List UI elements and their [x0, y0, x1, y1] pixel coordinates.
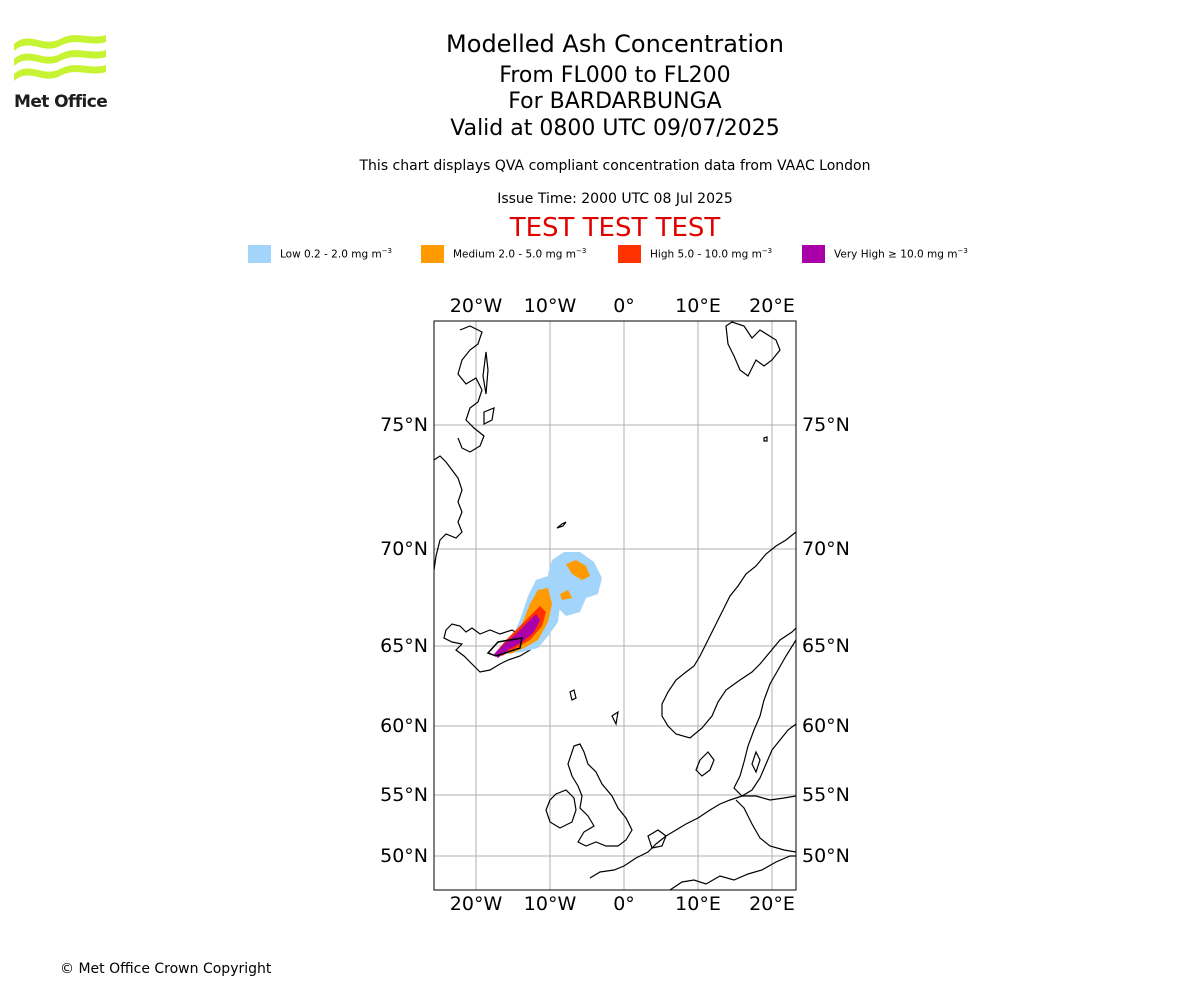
map-frame-background [434, 321, 796, 890]
lat-tick-right-70n: 70°N [802, 538, 850, 560]
legend-label-high: High 5.0 - 10.0 mg m−3 [650, 247, 773, 261]
coastline-iceland [443, 623, 533, 673]
lat-tick-left-65n: 65°N [380, 635, 428, 657]
coastlines [434, 321, 796, 890]
lat-tick-right-55n: 55°N [802, 784, 850, 806]
lat-tick-right-50n: 50°N [802, 845, 850, 867]
lat-tick-right-75n: 75°N [802, 414, 850, 436]
coastline-greenland [434, 455, 463, 571]
met-office-waves-icon [14, 35, 106, 81]
met-office-logo: Met Office [14, 30, 108, 112]
volcano-source-outline [486, 637, 523, 657]
legend-label-medium: Medium 2.0 - 5.0 mg m−3 [453, 247, 587, 261]
legend-item-very-high: Very High ≥ 10.0 mg m−3 [802, 244, 968, 264]
lat-tick-right-65n: 65°N [802, 635, 850, 657]
lat-tick-left-55n: 55°N [380, 784, 428, 806]
coastline-great-britain [567, 743, 633, 847]
lon-tick-bottom-10e: 10°E [675, 893, 721, 915]
lon-tick-top-0: 0° [613, 295, 635, 317]
map-border [433, 320, 797, 891]
legend-item-low: Low 0.2 - 2.0 mg m−3 [248, 244, 392, 264]
lon-tick-top-10e: 10°E [675, 295, 721, 317]
lat-tick-left-70n: 70°N [380, 538, 428, 560]
legend-label-very-high: Very High ≥ 10.0 mg m−3 [834, 247, 968, 261]
lat-tick-right-60n: 60°N [802, 715, 850, 737]
lon-tick-top-20e: 20°E [749, 295, 795, 317]
test-banner: TEST TEST TEST [509, 213, 721, 243]
compliance-note: This chart displays QVA compliant concen… [359, 158, 871, 174]
lon-tick-bottom-10w: 10°W [524, 893, 577, 915]
copyright-notice: © Met Office Crown Copyright [60, 961, 272, 977]
logo-text: Met Office [14, 92, 108, 112]
legend-label-low: Low 0.2 - 2.0 mg m−3 [280, 247, 393, 261]
legend-swatch-low [248, 245, 271, 263]
map-gridlines [434, 321, 796, 890]
flight-level-range: From FL000 to FL200 [499, 63, 731, 88]
lat-tick-left-50n: 50°N [380, 845, 428, 867]
lat-tick-left-60n: 60°N [380, 715, 428, 737]
legend-swatch-very-high [802, 245, 825, 263]
issue-time: Issue Time: 2000 UTC 08 Jul 2025 [497, 191, 733, 207]
legend-item-high: High 5.0 - 10.0 mg m−3 [618, 244, 772, 264]
lon-tick-bottom-0: 0° [613, 893, 635, 915]
legend-swatch-medium [421, 245, 444, 263]
coastline-continental-europe [589, 795, 796, 879]
lon-tick-bottom-20e: 20°E [749, 893, 795, 915]
volcano-name: For BARDARBUNGA [508, 89, 722, 114]
ash-very-high-region [494, 614, 540, 658]
valid-time: Valid at 0800 UTC 09/07/2025 [450, 116, 780, 141]
legend-swatch-high [618, 245, 641, 263]
lon-tick-bottom-20w: 20°W [450, 893, 503, 915]
legend-item-medium: Medium 2.0 - 5.0 mg m−3 [421, 244, 586, 264]
lon-tick-top-20w: 20°W [450, 295, 503, 317]
coastline-scandinavia [661, 531, 796, 739]
lon-tick-top-10w: 10°W [524, 295, 577, 317]
lat-tick-left-75n: 75°N [380, 414, 428, 436]
chart-title: Modelled Ash Concentration [446, 30, 784, 58]
coastline-ireland [545, 789, 577, 829]
